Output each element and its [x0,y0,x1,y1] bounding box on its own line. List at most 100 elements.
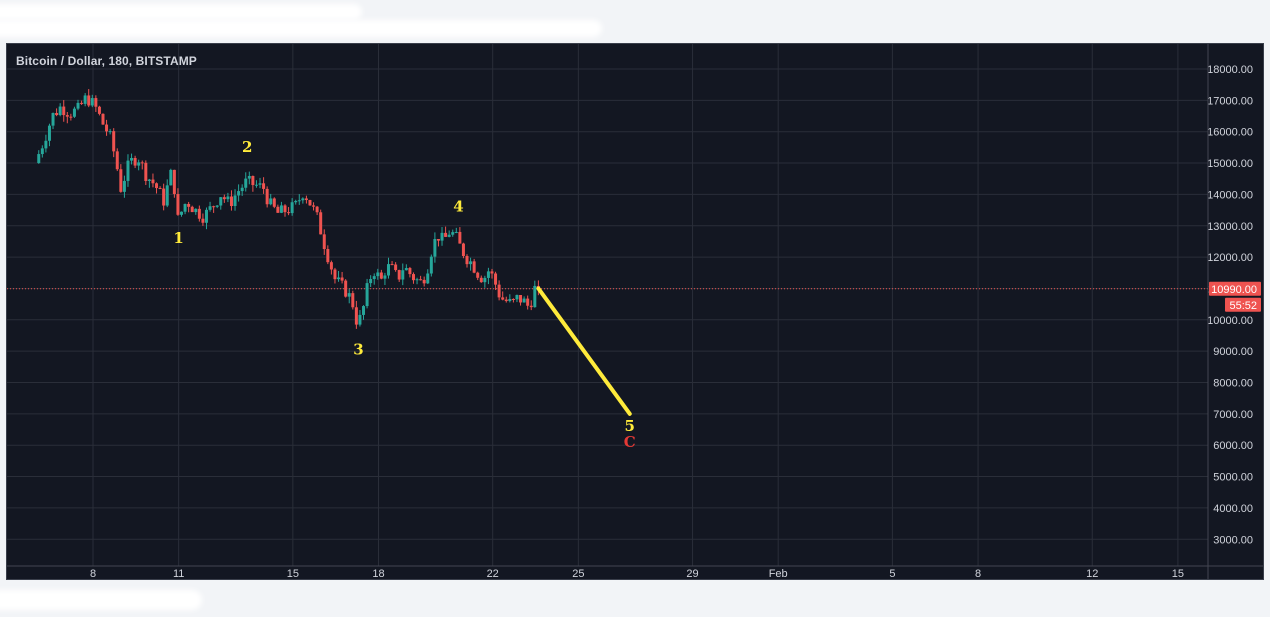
candle-down [436,239,440,241]
candle-up [237,191,241,196]
candle-up [297,200,301,202]
x-tick-label: 8 [90,568,96,579]
wave-label-3: 3 [353,340,363,358]
candle-down [115,151,119,170]
candle-up [215,205,219,207]
candle-down [479,277,483,283]
candle-up [426,273,430,284]
candle-down [497,284,501,298]
candle-down [340,277,344,281]
candle-down [229,196,233,207]
candle-down [162,188,166,206]
bar-countdown-value: 55:52 [1229,300,1257,312]
candle-up [294,200,298,203]
x-tick-label: 22 [487,568,499,579]
candle-up [440,232,444,241]
y-tick-label: 10000.00 [1207,315,1253,327]
candle-up [372,276,376,280]
x-tick-label: 29 [686,568,698,579]
candle-up [247,175,251,179]
candle-down [155,183,159,189]
y-tick-label: 12000.00 [1207,252,1253,264]
chart-title: Bitcoin / Dollar, 180, BITSTAMP [16,54,197,68]
candle-up [90,98,94,106]
candle-down [262,183,266,189]
candle-down [351,293,355,308]
candle-down [119,169,123,192]
y-tick-label: 15000.00 [1207,158,1253,170]
candle-down [97,106,101,114]
candle-up [165,185,169,206]
candle-down [444,232,448,237]
candle-down [87,95,91,106]
y-tick-label: 17000.00 [1207,95,1253,107]
candle-down [319,212,323,235]
y-tick-label: 16000.00 [1207,127,1253,139]
candle-down [458,231,462,244]
candle-up [290,202,294,214]
projection-overlay [536,286,632,416]
candles [37,89,540,329]
y-tick-label: 8000.00 [1213,378,1253,390]
candle-down [65,115,69,117]
wave-label-1: 1 [173,229,183,247]
y-tick-label: 3000.00 [1213,534,1253,546]
candle-up [204,209,208,223]
y-tick-label: 7000.00 [1213,409,1253,421]
x-tick-label: 12 [1086,568,1098,579]
candle-up [40,148,44,155]
candle-up [137,162,141,166]
last-price-value: 10990.00 [1211,284,1257,296]
candle-up [240,187,244,192]
candle-up [44,140,48,149]
bar-countdown: 55:52 [1225,297,1261,312]
candle-down [94,98,98,107]
candle-down [251,175,255,186]
candle-down [312,205,316,207]
wave-label-4: 4 [453,198,463,216]
candle-down [201,218,205,223]
x-tick-label: 18 [372,568,384,579]
candle-down [112,131,116,152]
candle-up [72,108,76,117]
candle-down [151,179,155,184]
y-tick-label: 18000.00 [1207,64,1253,76]
candle-up [254,184,258,186]
candle-down [494,273,498,285]
candle-up [108,131,112,133]
candle-up [365,283,369,307]
candle-down [304,198,308,201]
candle-down [529,305,533,308]
candle-down [272,198,276,207]
candle-down [472,261,476,273]
wave-labels: 1 2 3 4 5C [173,138,635,451]
candle-down [287,212,291,214]
candle-up [269,198,273,205]
y-tick-label: 13000.00 [1207,221,1253,233]
candle-down [390,264,394,266]
candle-down [315,206,319,213]
candle-up [376,272,380,277]
candle-up [508,298,512,302]
candle-up [369,279,373,284]
last-price-badge: 10990.00 [1209,281,1261,296]
candle-up [486,271,490,278]
candle-up [258,183,262,185]
candle-down [408,268,412,275]
y-tick-label: 5000.00 [1213,472,1253,484]
candle-up [337,277,341,280]
last-price-badge-bg [1209,281,1261,296]
projection-trendline [536,286,632,416]
x-tick-label: Feb [769,568,788,579]
candle-down [354,307,358,325]
candle-up [433,239,437,257]
candle-up [226,196,230,200]
candle-down [62,106,66,116]
candle-up [515,295,519,300]
candle-down [172,169,176,195]
bar-countdown-bg [1225,297,1261,312]
candle-up [358,314,362,325]
candle-up [126,160,130,181]
